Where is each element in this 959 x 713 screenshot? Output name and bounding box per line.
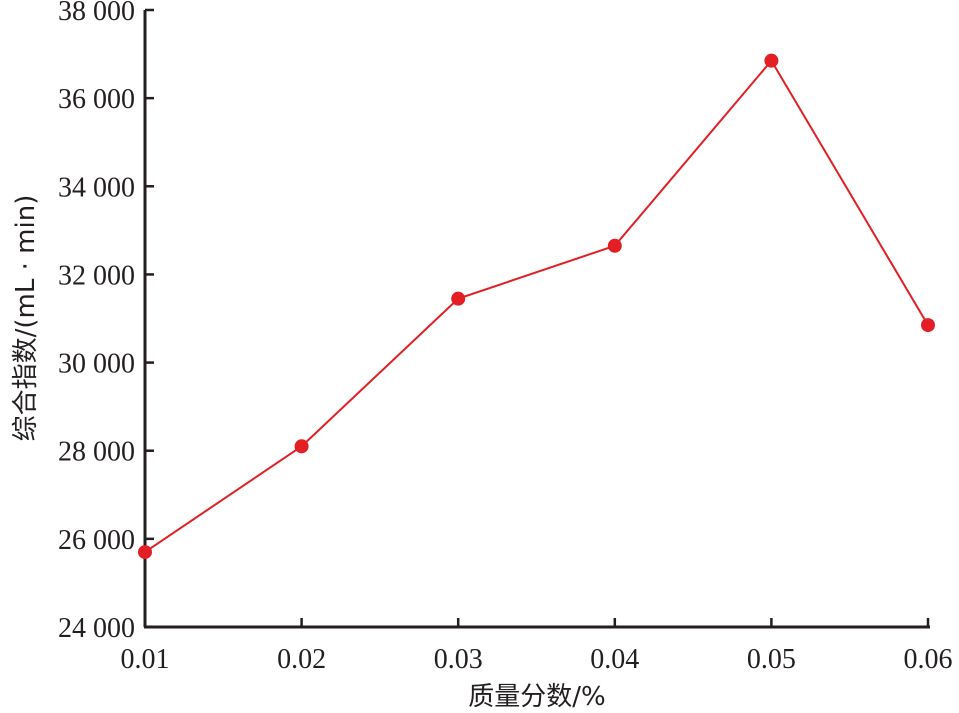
x-tick-label: 0.03 (434, 644, 483, 675)
y-tick-label: 38 000 (58, 0, 135, 27)
data-point (294, 439, 309, 454)
y-ticks: 24 000 26 000 28 000 30 000 32 000 34 000 36 0… (58, 0, 154, 644)
data-point (607, 238, 622, 253)
y-tick-label: 34 000 (58, 172, 135, 203)
y-tick-label: 30 000 (58, 349, 135, 380)
data-point (921, 318, 935, 333)
x-tick-label: 0.01 (121, 644, 170, 675)
y-axis-title: 综合指数/(mL · min) (11, 195, 41, 442)
x-tick-label: 0.05 (747, 644, 796, 675)
y-tick-label: 36 000 (58, 84, 135, 115)
y-tick-label: 26 000 (58, 525, 135, 556)
axes (143, 10, 930, 629)
series-line (144, 58, 929, 553)
y-tick-label: 24 000 (58, 613, 135, 644)
y-tick-label: 32 000 (58, 260, 135, 291)
x-tick-label: 0.02 (277, 644, 326, 675)
data-point (764, 53, 779, 68)
x-ticks: 0.01 0.02 0.03 0.04 0.05 0.06 (121, 618, 953, 675)
data-point (138, 545, 152, 560)
x-tick-label: 0.04 (590, 644, 639, 675)
x-tick-label: 0.06 (904, 644, 953, 675)
y-tick-label: 28 000 (58, 437, 135, 468)
data-point (451, 291, 466, 306)
series-layer (138, 53, 935, 560)
x-axis-title: 质量分数/% (468, 682, 605, 712)
